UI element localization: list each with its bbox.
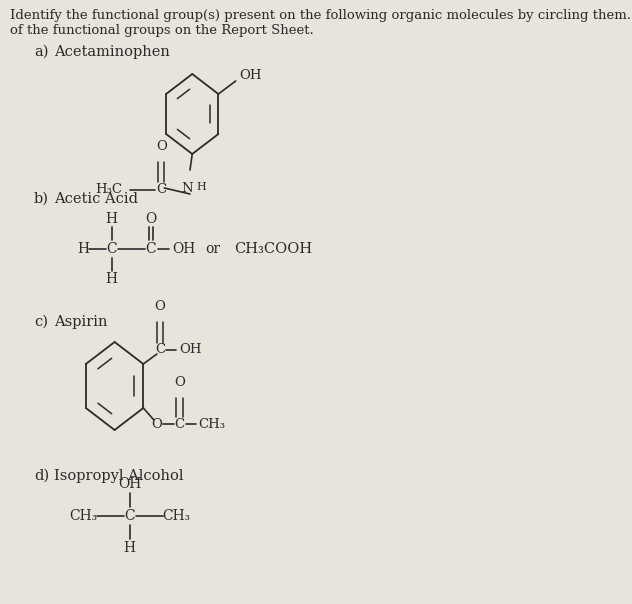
Text: N: N [181, 182, 193, 195]
Text: O: O [174, 376, 185, 389]
Text: Acetic Acid: Acetic Acid [54, 192, 138, 206]
Text: H₃C: H₃C [95, 184, 122, 196]
Text: H: H [106, 272, 118, 286]
Text: b): b) [34, 192, 49, 206]
Text: C: C [156, 184, 166, 196]
Text: CH₃: CH₃ [69, 509, 97, 523]
Text: OH: OH [118, 477, 142, 491]
Text: C: C [145, 242, 156, 256]
Text: H: H [77, 242, 89, 256]
Text: OH: OH [240, 69, 262, 83]
Text: OH: OH [179, 344, 201, 356]
Text: CH₃COOH: CH₃COOH [234, 242, 312, 256]
Text: C: C [106, 242, 117, 256]
Text: Isopropyl Alcohol: Isopropyl Alcohol [54, 469, 184, 483]
Text: Identify the functional group(s) present on the following organic molecules by c: Identify the functional group(s) present… [10, 10, 632, 22]
Text: d): d) [34, 469, 49, 483]
Text: OH: OH [172, 242, 195, 256]
Text: H: H [106, 212, 118, 226]
Text: O: O [154, 300, 166, 313]
Text: O: O [145, 212, 156, 226]
Text: Aspirin: Aspirin [54, 315, 108, 329]
Text: H: H [124, 541, 136, 555]
Text: O: O [152, 417, 162, 431]
Text: C: C [155, 344, 165, 356]
Text: H: H [197, 182, 207, 192]
Text: c): c) [34, 315, 48, 329]
Text: a): a) [34, 45, 49, 59]
Text: Acetaminophen: Acetaminophen [54, 45, 170, 59]
Text: C: C [125, 509, 135, 523]
Text: CH₃: CH₃ [198, 417, 226, 431]
Text: O: O [156, 140, 167, 153]
Text: of the functional groups on the Report Sheet.: of the functional groups on the Report S… [10, 25, 313, 37]
Text: C: C [174, 417, 185, 431]
Text: CH₃: CH₃ [162, 509, 190, 523]
Text: or: or [205, 242, 220, 256]
